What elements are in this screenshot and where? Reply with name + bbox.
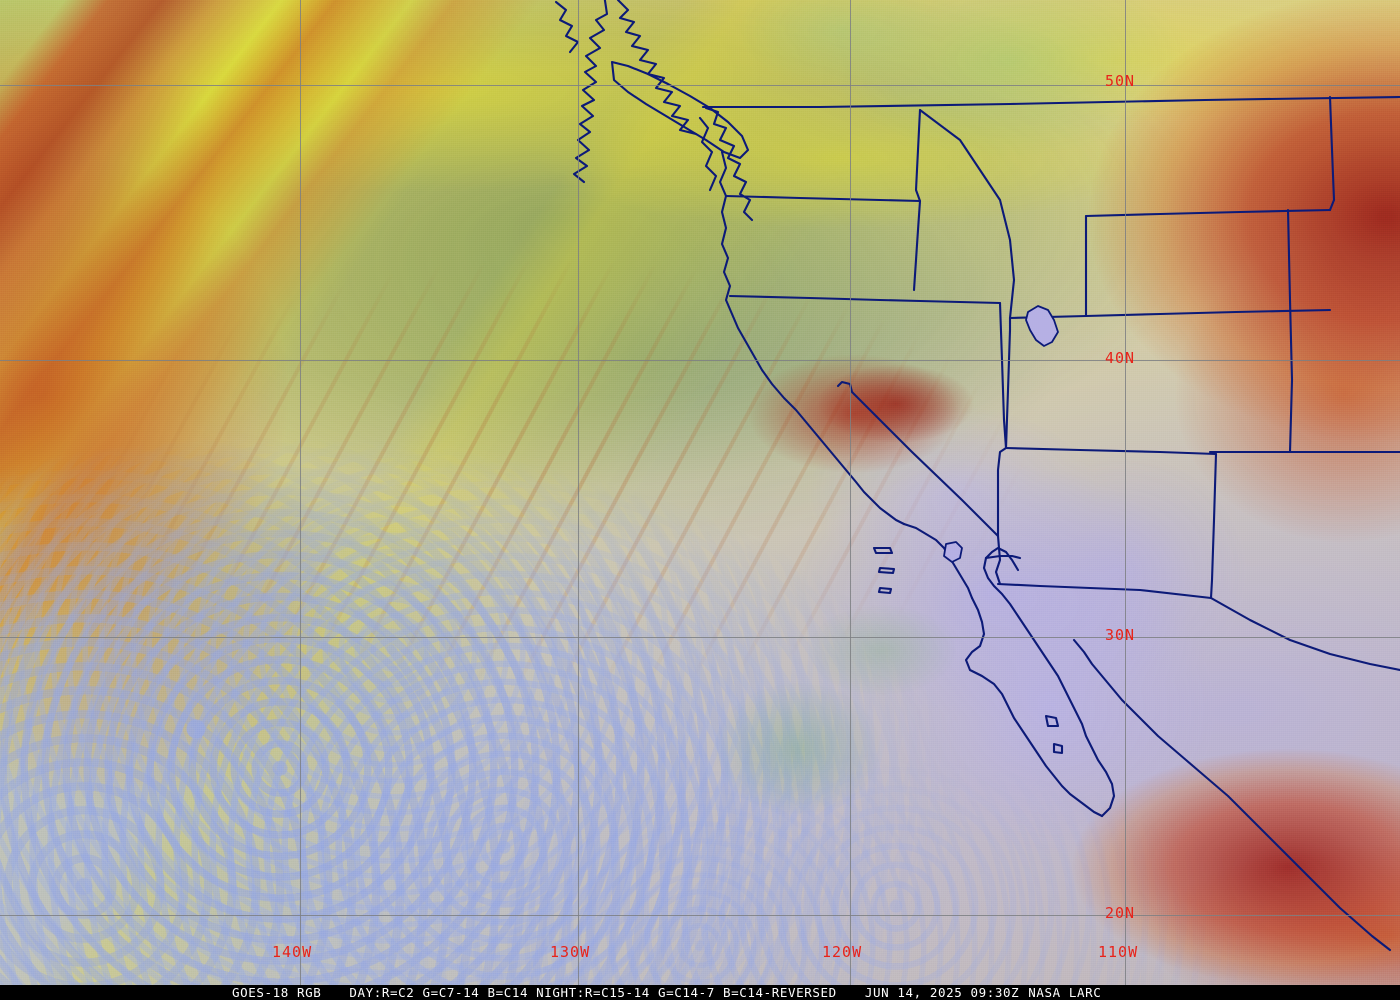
nv-ut-border	[998, 301, 1008, 450]
great-salt-lake	[1025, 305, 1059, 347]
longitude-line-130w	[578, 0, 579, 985]
longitude-line-140w	[300, 0, 301, 985]
us-canada-border	[701, 95, 1400, 109]
id-west-border	[912, 108, 922, 292]
bc-coast-main	[616, 0, 698, 136]
west-coast	[718, 150, 906, 526]
longitude-label-140w: 140W	[272, 943, 313, 961]
cortez-island-2	[1052, 742, 1064, 755]
channel-island-3	[877, 586, 893, 595]
latitude-line-20n	[0, 915, 1400, 916]
salton-sea	[943, 541, 963, 563]
latitude-label-20n: 20N	[1105, 904, 1136, 922]
wy-border-north	[1084, 208, 1332, 218]
footer-bar: GOES-18 RGB DAY:R=C2 G=C7-14 B=C14 NIGHT…	[0, 985, 1400, 1000]
mt-nd-border	[1328, 95, 1336, 212]
nm-east-line	[1286, 208, 1294, 454]
baja-state-border	[984, 554, 1022, 560]
wa-or-border	[724, 194, 922, 203]
az-mexico-border	[996, 582, 1213, 600]
nv-az-border	[996, 446, 1008, 538]
bc-coast-inlets	[572, 0, 609, 184]
footer-timestamp: JUN 14, 2025 09:30Z	[864, 985, 1020, 1000]
footer-satellite-label: GOES-18 RGB	[232, 985, 322, 1000]
az-nm-border	[1209, 452, 1218, 600]
channel-island-2	[877, 566, 896, 575]
coastline-group	[554, 0, 1400, 952]
latitude-label-40n: 40N	[1105, 349, 1136, 367]
baja-west-coast	[964, 596, 1104, 818]
ca-nv-border	[836, 380, 1000, 538]
longitude-line-120w	[850, 0, 851, 985]
longitude-label-130w: 130W	[550, 943, 591, 961]
olympic-peninsula	[698, 116, 718, 192]
latitude-label-30n: 30N	[1105, 626, 1136, 644]
footer-source: NASA LARC	[1028, 985, 1102, 1000]
wy-border-west	[1008, 308, 1332, 320]
longitude-line-110w	[1125, 0, 1126, 985]
longitude-label-110w: 110W	[1098, 943, 1139, 961]
ca-az-border	[994, 534, 1002, 586]
vancouver-island	[610, 60, 750, 160]
mexico-mainland-coast	[1072, 638, 1392, 952]
footer-night-recipe: NIGHT:R=C15-14 G=C14-7 B=C14-REVERSED	[536, 985, 837, 1000]
longitude-label-120w: 120W	[822, 943, 863, 961]
latitude-label-50n: 50N	[1105, 72, 1136, 90]
id-mt-border	[918, 108, 1016, 320]
latitude-line-50n	[0, 85, 1400, 86]
footer-day-recipe: DAY:R=C2 G=C7-14 B=C14	[349, 985, 529, 1000]
political-border-group	[724, 95, 1400, 672]
or-ca-nv-border	[728, 294, 1002, 305]
ut-az-border	[1004, 446, 1218, 456]
mexico-state-border	[1209, 596, 1400, 672]
baja-east-coast	[982, 556, 1116, 818]
latitude-line-30n	[0, 637, 1400, 638]
latitude-line-40n	[0, 360, 1400, 361]
channel-island-1	[872, 546, 894, 555]
cortez-island-1	[1044, 714, 1060, 728]
puget-sound	[704, 106, 754, 222]
colorado-delta	[984, 546, 1020, 572]
